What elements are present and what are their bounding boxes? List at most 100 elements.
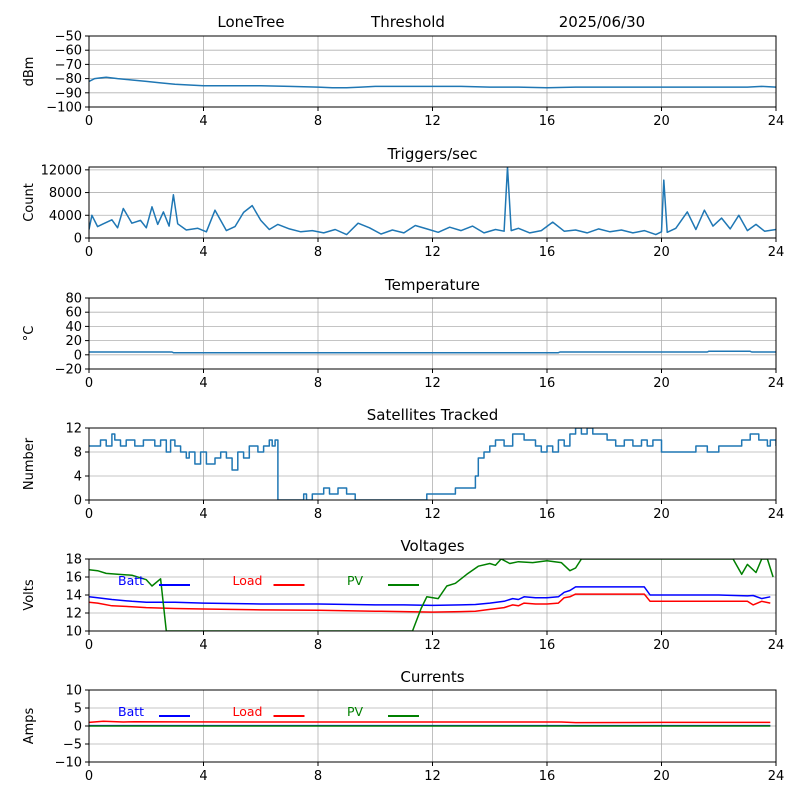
x-tick-label: 8 xyxy=(314,114,322,129)
y-tick-label: 0 xyxy=(74,232,82,247)
series-line xyxy=(89,167,776,236)
x-tick-label: 4 xyxy=(199,507,207,522)
x-tick-label: 20 xyxy=(653,507,670,522)
y-tick-label: 5 xyxy=(74,702,82,717)
x-tick-label: 12 xyxy=(424,507,441,522)
x-tick-label: 12 xyxy=(424,376,441,391)
y-tick-label: 10 xyxy=(65,684,82,699)
panel-title: Satellites Tracked xyxy=(367,406,498,424)
x-tick-label: 4 xyxy=(199,376,207,391)
x-tick-label: 16 xyxy=(539,507,556,522)
legend-label-load: Load xyxy=(233,573,263,588)
y-tick-label: 18 xyxy=(65,553,82,568)
y-axis-label: Amps xyxy=(22,707,37,744)
x-tick-label: 8 xyxy=(314,638,322,653)
y-tick-label: 10 xyxy=(65,625,82,640)
x-tick-label: 16 xyxy=(539,376,556,391)
x-tick-label: 0 xyxy=(85,376,93,391)
y-tick-label: 12 xyxy=(65,607,82,622)
y-tick-label: −60 xyxy=(55,44,82,59)
x-tick-label: 0 xyxy=(85,638,93,653)
x-tick-label: 20 xyxy=(653,114,670,129)
x-tick-label: 4 xyxy=(199,114,207,129)
legend-label-batt: Batt xyxy=(118,573,144,588)
panel-title: Triggers/sec xyxy=(387,145,478,163)
x-tick-label: 24 xyxy=(768,376,785,391)
y-tick-label: 12 xyxy=(65,422,82,437)
legend: Batt Load PV xyxy=(118,704,419,719)
x-tick-label: 16 xyxy=(539,114,556,129)
series-line-load xyxy=(89,593,771,613)
x-tick-label: 0 xyxy=(85,769,93,784)
y-tick-label: 14 xyxy=(65,589,82,604)
y-tick-label: 0 xyxy=(74,720,82,735)
x-tick-label: 12 xyxy=(424,769,441,784)
y-tick-label: −100 xyxy=(46,101,82,116)
y-tick-label: −50 xyxy=(55,30,82,45)
y-tick-label: 0 xyxy=(74,494,82,509)
x-tick-label: 8 xyxy=(314,507,322,522)
y-tick-label: −10 xyxy=(55,756,82,771)
y-axis-label: dBm xyxy=(22,57,37,87)
x-tick-label: 24 xyxy=(768,769,785,784)
currents-panel: 0 4 8 12 16 20 24 −10 −5 0 5 10 Amps Currents Batt Load… xyxy=(22,668,784,784)
x-tick-label: 24 xyxy=(768,507,785,522)
y-tick-label: 60 xyxy=(65,306,82,321)
y-tick-label: −5 xyxy=(63,738,82,753)
x-tick-label: 0 xyxy=(85,245,93,260)
y-tick-label: 0 xyxy=(74,348,82,363)
series-line-pv xyxy=(89,559,774,631)
x-tick-label: 20 xyxy=(653,245,670,260)
y-tick-label: 16 xyxy=(65,571,82,586)
y-tick-label: 80 xyxy=(65,292,82,307)
x-tick-label: 8 xyxy=(314,376,322,391)
x-tick-label: 8 xyxy=(314,245,322,260)
legend: Batt Load PV xyxy=(118,573,419,588)
x-tick-label: 0 xyxy=(85,507,93,522)
y-tick-label: −20 xyxy=(55,363,82,378)
legend-label-batt: Batt xyxy=(118,704,144,719)
x-tick-label: 8 xyxy=(314,769,322,784)
series-line-load xyxy=(89,720,771,724)
satellites-panel: 0 4 8 12 16 20 24 0 4 8 12 Number Satellites Tracked xyxy=(22,406,784,522)
y-tick-label: 4 xyxy=(74,470,82,485)
x-tick-label: 12 xyxy=(424,638,441,653)
legend-label-pv: PV xyxy=(347,573,364,588)
series-line xyxy=(89,350,776,354)
date-label: 2025/06/30 xyxy=(559,13,645,31)
x-tick-label: 20 xyxy=(653,376,670,391)
series-line xyxy=(89,76,776,89)
voltages-panel: 0 4 8 12 16 20 24 10 12 14 16 18 Volts Voltages Batt Lo… xyxy=(22,537,784,653)
x-tick-label: 16 xyxy=(539,769,556,784)
x-tick-label: 16 xyxy=(539,638,556,653)
x-tick-label: 4 xyxy=(199,769,207,784)
y-tick-label: −90 xyxy=(55,86,82,101)
y-tick-label: 8 xyxy=(74,446,82,461)
y-tick-label: 8000 xyxy=(49,186,82,201)
y-axis-label: Number xyxy=(22,437,37,490)
legend-label-pv: PV xyxy=(347,704,364,719)
x-tick-label: 24 xyxy=(768,638,785,653)
station-name: LoneTree xyxy=(217,13,284,31)
y-tick-label: −70 xyxy=(55,58,82,73)
series-line-batt xyxy=(89,586,771,607)
series-line xyxy=(89,428,776,500)
y-tick-label: 20 xyxy=(65,334,82,349)
legend-label-load: Load xyxy=(233,704,263,719)
x-tick-label: 20 xyxy=(653,769,670,784)
y-axis-label: Count xyxy=(22,183,37,222)
y-tick-label: 4000 xyxy=(49,209,82,224)
signal-panel: 0 4 8 12 16 20 24 −100−90−80−70−60−50 dBm xyxy=(22,30,784,130)
mode-label: Threshold xyxy=(370,13,445,31)
y-axis-label: °C xyxy=(22,326,37,342)
x-tick-label: 0 xyxy=(85,114,93,129)
x-tick-label: 12 xyxy=(424,114,441,129)
panel-title: Currents xyxy=(400,668,464,686)
y-axis-label: Volts xyxy=(22,579,37,611)
panel-title: Temperature xyxy=(384,276,480,294)
y-tick-label: 12000 xyxy=(41,163,82,178)
